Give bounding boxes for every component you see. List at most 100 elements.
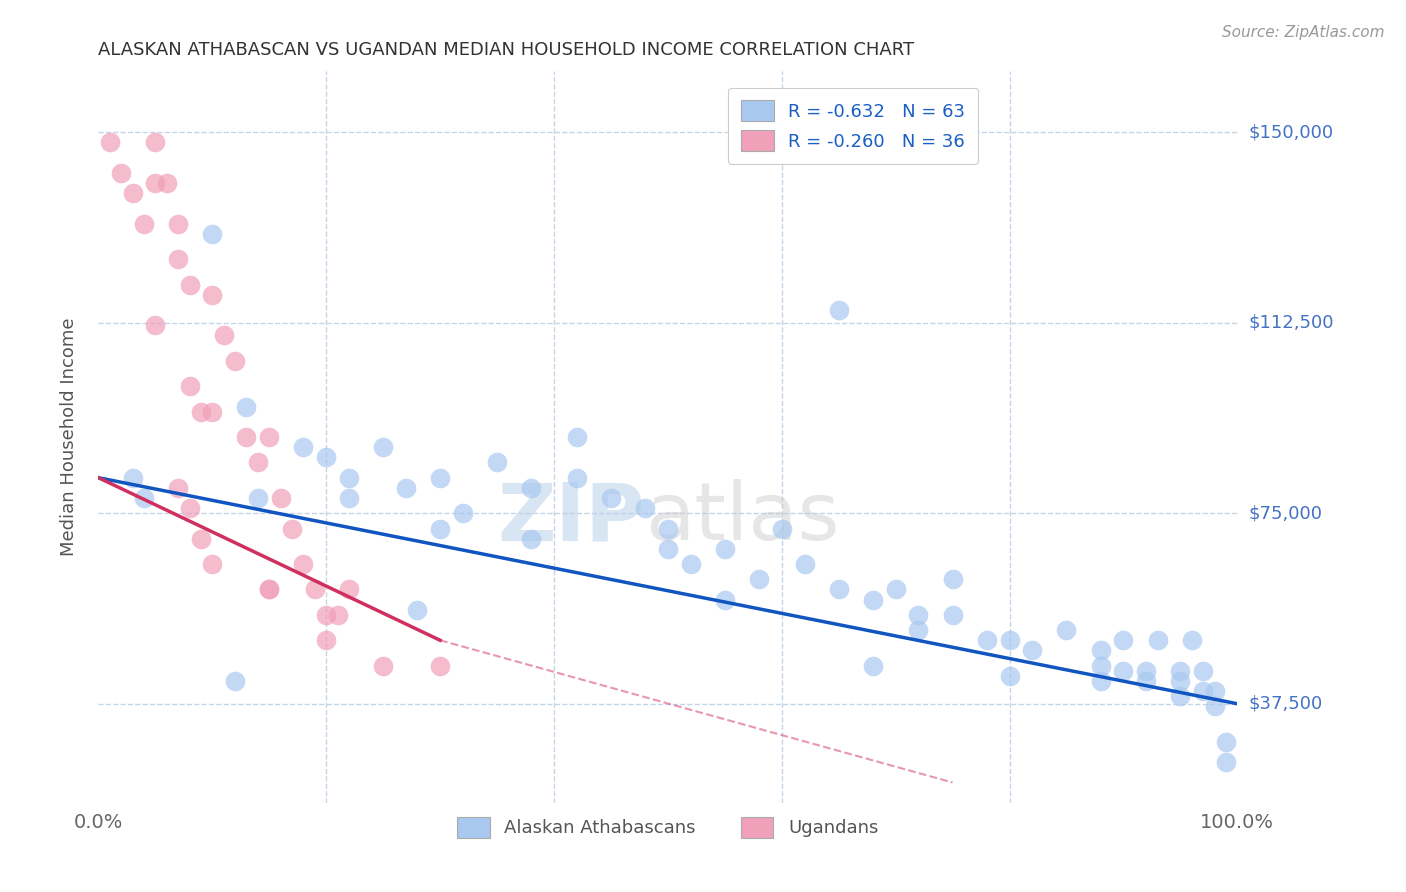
Point	[884, 582, 907, 597]
Point	[907, 623, 929, 637]
Point	[259, 430, 281, 444]
Point	[395, 481, 418, 495]
Point	[1056, 623, 1078, 637]
Point	[371, 658, 394, 673]
Point	[326, 607, 349, 622]
Point	[862, 592, 884, 607]
Point	[1112, 633, 1135, 648]
Point	[337, 471, 360, 485]
Point	[145, 136, 167, 150]
Legend: Alaskan Athabascans, Ugandans: Alaskan Athabascans, Ugandans	[450, 810, 886, 845]
Point	[201, 405, 224, 419]
Point	[145, 176, 167, 190]
Point	[976, 633, 998, 648]
Point	[1135, 664, 1157, 678]
Point	[714, 592, 737, 607]
Point	[942, 572, 965, 586]
Point	[98, 136, 121, 150]
Point	[292, 557, 315, 571]
Point	[1204, 684, 1226, 698]
Point	[1215, 735, 1237, 749]
Point	[156, 176, 179, 190]
Point	[1135, 673, 1157, 688]
Point	[1170, 689, 1192, 703]
Text: $112,500: $112,500	[1249, 314, 1334, 332]
Point	[862, 658, 884, 673]
Point	[315, 633, 337, 648]
Point	[167, 481, 190, 495]
Point	[121, 471, 143, 485]
Point	[770, 521, 793, 535]
Point	[201, 557, 224, 571]
Point	[1192, 664, 1215, 678]
Point	[190, 532, 212, 546]
Text: atlas: atlas	[645, 479, 839, 558]
Point	[246, 455, 269, 469]
Point	[1090, 643, 1112, 657]
Point	[121, 186, 143, 201]
Point	[235, 430, 257, 444]
Point	[634, 501, 657, 516]
Point	[1021, 643, 1043, 657]
Point	[1192, 684, 1215, 698]
Point	[304, 582, 326, 597]
Point	[1090, 673, 1112, 688]
Text: ZIP: ZIP	[498, 479, 645, 558]
Point	[167, 252, 190, 267]
Point	[1181, 633, 1204, 648]
Point	[748, 572, 770, 586]
Point	[942, 607, 965, 622]
Text: $150,000: $150,000	[1249, 123, 1333, 141]
Text: $75,000: $75,000	[1249, 504, 1323, 523]
Point	[292, 440, 315, 454]
Point	[315, 450, 337, 465]
Point	[679, 557, 702, 571]
Point	[179, 277, 201, 292]
Point	[907, 607, 929, 622]
Point	[201, 288, 224, 302]
Point	[998, 633, 1021, 648]
Point	[828, 303, 851, 318]
Point	[1090, 658, 1112, 673]
Point	[486, 455, 509, 469]
Point	[657, 541, 679, 556]
Point	[337, 582, 360, 597]
Point	[828, 582, 851, 597]
Point	[429, 658, 451, 673]
Y-axis label: Median Household Income: Median Household Income	[59, 318, 77, 557]
Point	[998, 669, 1021, 683]
Point	[429, 471, 451, 485]
Point	[235, 400, 257, 414]
Point	[451, 506, 474, 520]
Point	[167, 217, 190, 231]
Point	[1170, 664, 1192, 678]
Point	[270, 491, 292, 505]
Point	[201, 227, 224, 241]
Point	[259, 582, 281, 597]
Text: ALASKAN ATHABASCAN VS UGANDAN MEDIAN HOUSEHOLD INCOME CORRELATION CHART: ALASKAN ATHABASCAN VS UGANDAN MEDIAN HOU…	[98, 41, 914, 59]
Point	[315, 607, 337, 622]
Point	[600, 491, 623, 505]
Point	[371, 440, 394, 454]
Point	[714, 541, 737, 556]
Point	[132, 217, 155, 231]
Point	[179, 379, 201, 393]
Point	[224, 673, 246, 688]
Text: $37,500: $37,500	[1249, 695, 1323, 713]
Point	[281, 521, 304, 535]
Point	[657, 521, 679, 535]
Point	[565, 471, 588, 485]
Point	[246, 491, 269, 505]
Point	[1204, 699, 1226, 714]
Point	[1170, 673, 1192, 688]
Point	[565, 430, 588, 444]
Text: Source: ZipAtlas.com: Source: ZipAtlas.com	[1222, 25, 1385, 40]
Point	[429, 521, 451, 535]
Point	[1112, 664, 1135, 678]
Point	[1146, 633, 1168, 648]
Point	[520, 481, 543, 495]
Point	[179, 501, 201, 516]
Point	[1215, 755, 1237, 769]
Point	[406, 603, 429, 617]
Point	[110, 166, 132, 180]
